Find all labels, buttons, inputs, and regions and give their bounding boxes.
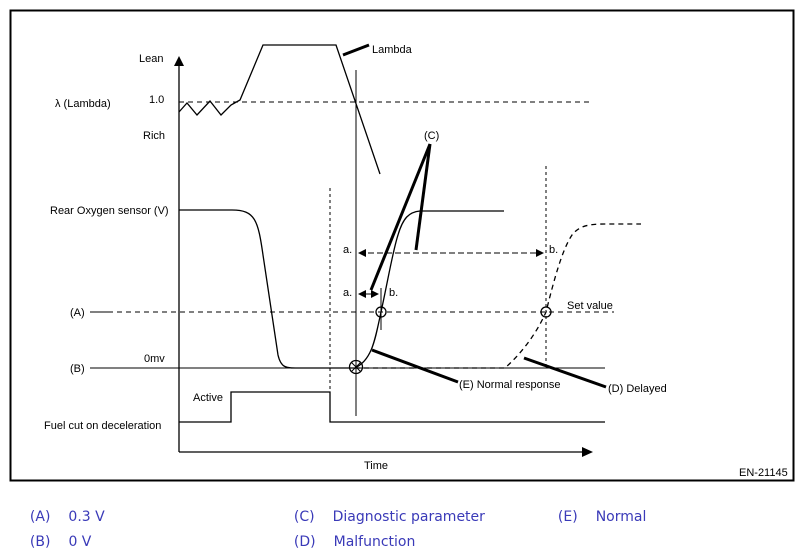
- rear-o2-normal-curve: [179, 209, 504, 369]
- figure-code: EN-21145: [739, 467, 788, 479]
- b-upper-label: b.: [549, 244, 558, 256]
- e-leader: [371, 348, 459, 384]
- one-point-zero-label: 1.0: [149, 94, 164, 106]
- active-label: Active: [193, 392, 223, 404]
- b-marker-label: (B): [70, 363, 85, 375]
- a-upper-label: a.: [343, 244, 352, 256]
- legend-c: (C) Diagnostic parameter: [285, 493, 485, 525]
- a-lower-label: a.: [343, 287, 352, 299]
- lambda-curve: [178, 44, 381, 175]
- legend-e-key: (E): [557, 509, 578, 525]
- rear-o2-delayed-curve: [355, 223, 641, 369]
- legend-a-key: (A): [29, 509, 51, 525]
- c-callout-label: (C): [424, 130, 439, 142]
- lean-label: Lean: [139, 53, 163, 65]
- d-leader: [523, 356, 607, 389]
- fuel-cut-signal: [179, 391, 605, 423]
- delayed-set-value-marker: [540, 306, 552, 318]
- legend-b-key: (B): [29, 534, 51, 550]
- legend-e-value: Normal: [595, 509, 647, 525]
- lambda-callout-leader: [342, 43, 370, 57]
- lambda-callout-label: Lambda: [372, 44, 413, 56]
- e-callout-label: (E) Normal response: [459, 379, 560, 391]
- b-lower-label: b.: [389, 287, 398, 299]
- diagram-frame: [9, 9, 795, 482]
- legend-a: (A) 0.3 V: [21, 493, 105, 525]
- legend-d-key: (D): [293, 534, 316, 550]
- rear-o2-label: Rear Oxygen sensor (V): [50, 205, 169, 217]
- legend-a-value: 0.3 V: [68, 509, 105, 525]
- c-leader-1: [369, 143, 432, 291]
- legend-c-value: Diagnostic parameter: [332, 509, 485, 525]
- d-callout-label: (D) Delayed: [608, 383, 667, 395]
- time-label: Time: [364, 460, 388, 472]
- legend-b-value: 0 V: [68, 534, 92, 550]
- legend-d-value: Malfunction: [333, 534, 416, 550]
- fuel-cut-label: Fuel cut on deceleration: [44, 420, 161, 432]
- legend-b: (B) 0 V: [21, 518, 91, 550]
- zero-mv-label: 0mv: [144, 353, 165, 365]
- x-axis-arrow: [582, 447, 593, 457]
- set-value-label: Set value: [567, 300, 613, 312]
- c-leader-2: [414, 143, 432, 251]
- lambda-axis-label: λ (Lambda): [55, 98, 111, 110]
- y-axis-arrow: [174, 56, 184, 66]
- legend-d: (D) Malfunction: [285, 518, 415, 550]
- start-point-marker: [348, 359, 364, 375]
- rich-label: Rich: [143, 130, 165, 142]
- legend-c-key: (C): [293, 509, 315, 525]
- a-marker-label: (A): [70, 307, 85, 319]
- legend-e: (E) Normal: [549, 493, 646, 525]
- normal-set-value-marker: [375, 306, 387, 318]
